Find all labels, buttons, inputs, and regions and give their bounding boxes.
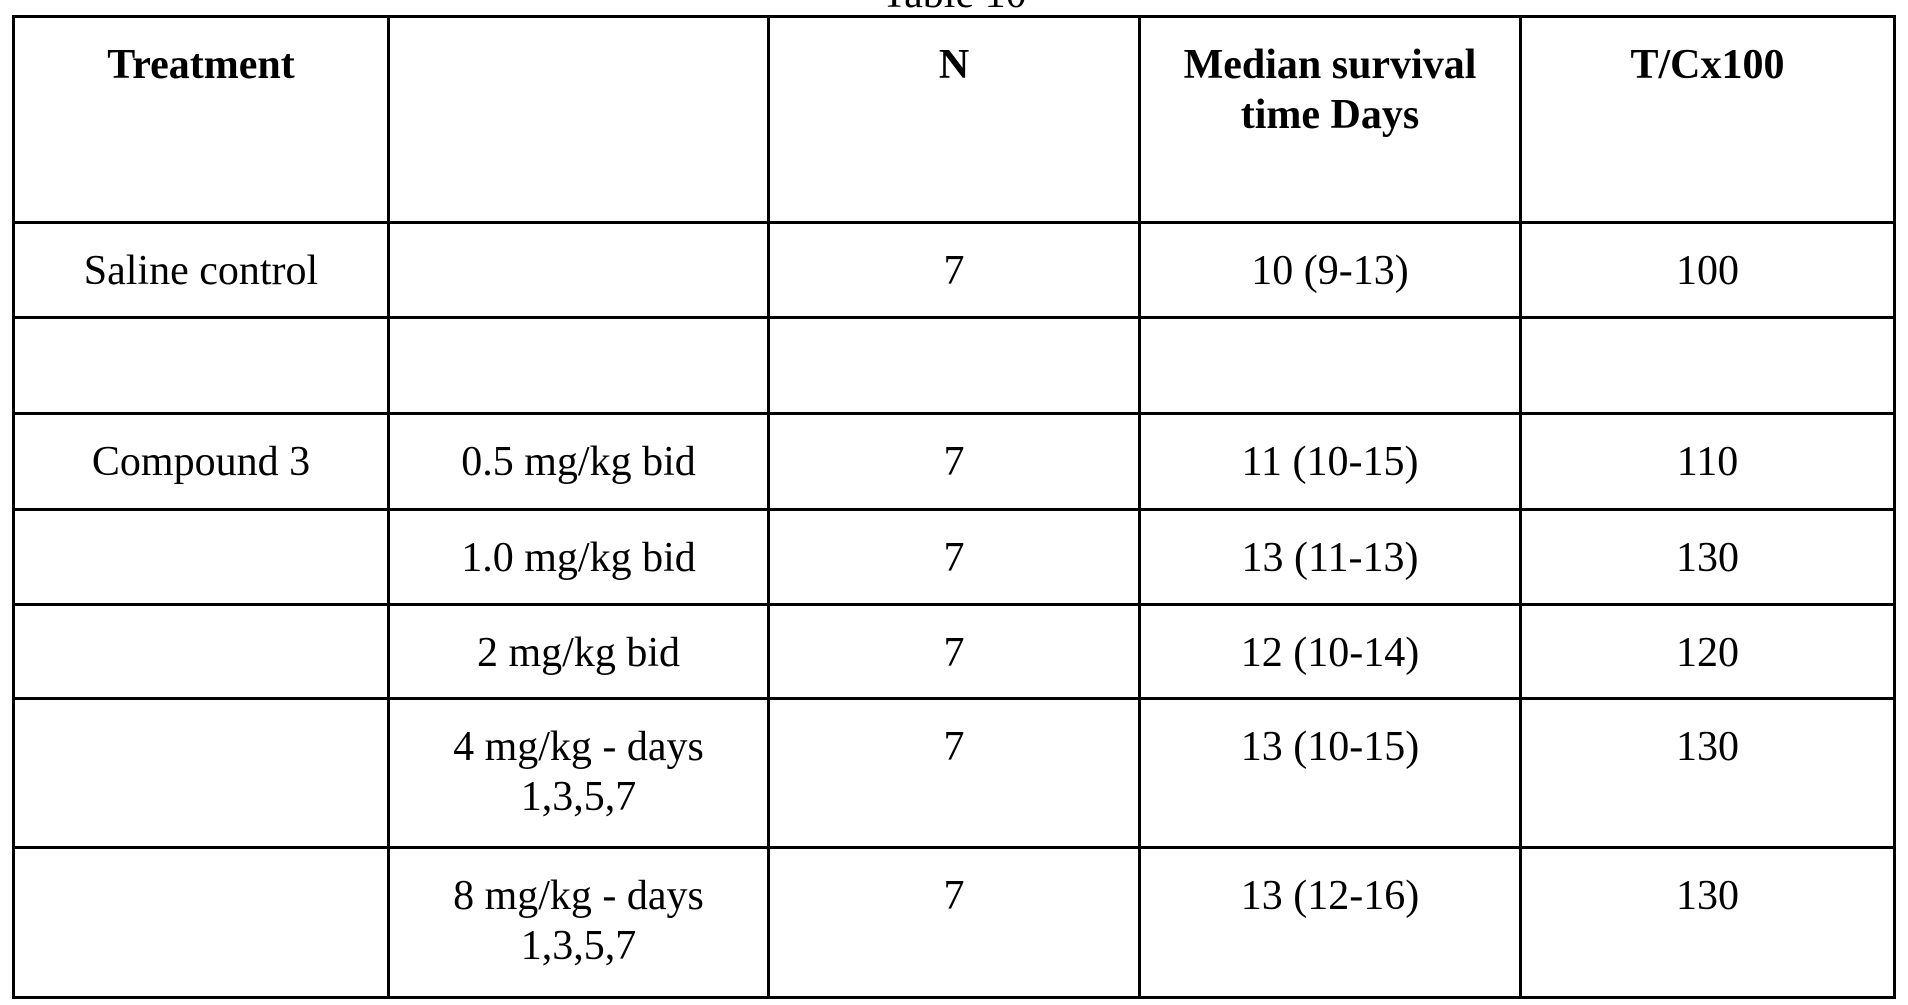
cell-text: 0.5 mg/kg bid	[429, 437, 729, 487]
table-cell	[14, 605, 389, 699]
cell-text: Compound 3	[51, 437, 351, 487]
cell-text: N	[804, 40, 1104, 90]
cell-text: 10 (9-13)	[1180, 246, 1480, 296]
table-cell	[769, 318, 1140, 414]
header-cell: T/Cx100	[1521, 17, 1895, 223]
cell-text: 110	[1558, 437, 1858, 487]
header-cell: N	[769, 17, 1140, 223]
table-cell: 7	[769, 414, 1140, 510]
cell-text: T/Cx100	[1558, 40, 1858, 90]
table-cell: 130	[1521, 848, 1895, 998]
cell-text: 120	[1558, 628, 1858, 678]
cell-text: Saline control	[51, 246, 351, 296]
table-cell: 7	[769, 848, 1140, 998]
table-cell: 0.5 mg/kg bid	[389, 414, 769, 510]
cell-text: 130	[1558, 871, 1858, 921]
table-row: 1.0 mg/kg bid 7 13 (11-13) 130	[14, 510, 1895, 605]
table-cell: 130	[1521, 699, 1895, 848]
table-cell: 7	[769, 699, 1140, 848]
cell-text: 2 mg/kg bid	[429, 628, 729, 678]
table-row	[14, 318, 1895, 414]
table-cell: 7	[769, 223, 1140, 318]
table-row: Saline control 7 10 (9-13) 100	[14, 223, 1895, 318]
table-cell: 1.0 mg/kg bid	[389, 510, 769, 605]
cell-text: Median survival time Days	[1180, 40, 1480, 140]
table-cell: 13 (11-13)	[1140, 510, 1521, 605]
cell-text: 7	[804, 722, 1104, 772]
cell-text: 1.0 mg/kg bid	[429, 533, 729, 583]
table-cell: 11 (10-15)	[1140, 414, 1521, 510]
cell-text: 7	[804, 871, 1104, 921]
header-cell: Treatment	[14, 17, 389, 223]
cell-text: 11 (10-15)	[1180, 437, 1480, 487]
cell-text: 130	[1558, 533, 1858, 583]
table-row: 2 mg/kg bid 7 12 (10-14) 120	[14, 605, 1895, 699]
table-cell	[14, 699, 389, 848]
cell-text: 130	[1558, 722, 1858, 772]
table-cell: 8 mg/kg - days 1,3,5,7	[389, 848, 769, 998]
cell-text: 7	[804, 628, 1104, 678]
table-row: Compound 3 0.5 mg/kg bid 7 11 (10-15) 110	[14, 414, 1895, 510]
cell-text: 100	[1558, 246, 1858, 296]
table-cell: 10 (9-13)	[1140, 223, 1521, 318]
table-cell: 13 (12-16)	[1140, 848, 1521, 998]
table-cell	[1521, 318, 1895, 414]
table-cell: 7	[769, 510, 1140, 605]
table-cell: 110	[1521, 414, 1895, 510]
table-row: 8 mg/kg - days 1,3,5,7 7 13 (12-16) 130	[14, 848, 1895, 998]
table-cell: 4 mg/kg - days 1,3,5,7	[389, 699, 769, 848]
header-cell	[389, 17, 769, 223]
table-cell: Saline control	[14, 223, 389, 318]
table-cell	[1140, 318, 1521, 414]
cell-text: Treatment	[51, 40, 351, 90]
cell-text: 12 (10-14)	[1180, 628, 1480, 678]
cell-text: 7	[804, 246, 1104, 296]
cell-text: 7	[804, 437, 1104, 487]
table-cell	[14, 318, 389, 414]
table-cell: 7	[769, 605, 1140, 699]
table-cell: 13 (10-15)	[1140, 699, 1521, 848]
table-row: 4 mg/kg - days 1,3,5,7 7 13 (10-15) 130	[14, 699, 1895, 848]
cell-text: 7	[804, 533, 1104, 583]
table-cell: 12 (10-14)	[1140, 605, 1521, 699]
table-cell: 100	[1521, 223, 1895, 318]
header-cell: Median survival time Days	[1140, 17, 1521, 223]
table-cell	[14, 848, 389, 998]
results-table: Treatment N Median survival time Days T/Cx1…	[12, 15, 1896, 999]
cell-text: 4 mg/kg - days 1,3,5,7	[429, 722, 729, 822]
cell-text: 8 mg/kg - days 1,3,5,7	[429, 871, 729, 971]
table-cell: 130	[1521, 510, 1895, 605]
table-cell: Compound 3	[14, 414, 389, 510]
table-cell: 2 mg/kg bid	[389, 605, 769, 699]
cell-text: 13 (11-13)	[1180, 533, 1480, 583]
table-cell	[389, 223, 769, 318]
table-cell: 120	[1521, 605, 1895, 699]
table-cell	[389, 318, 769, 414]
table-cell	[14, 510, 389, 605]
cell-text: 13 (12-16)	[1180, 871, 1480, 921]
header-row: Treatment N Median survival time Days T/Cx1…	[14, 17, 1895, 223]
cell-text: 13 (10-15)	[1180, 722, 1480, 772]
